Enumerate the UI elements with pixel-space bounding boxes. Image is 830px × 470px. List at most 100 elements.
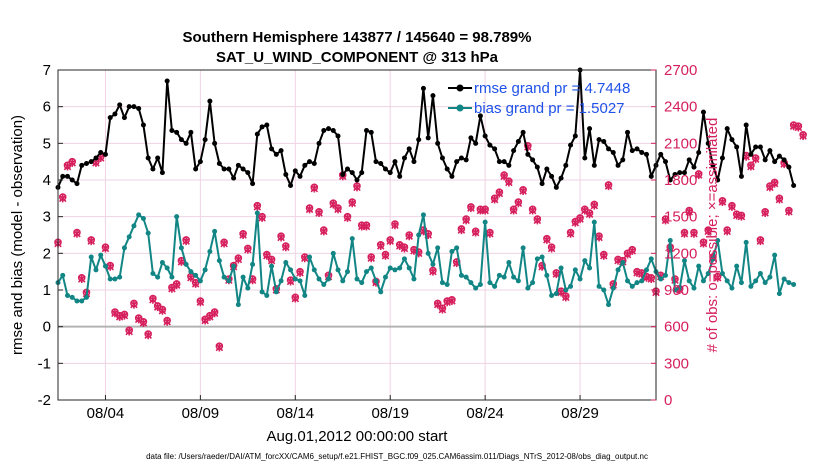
- bias-point: [335, 267, 341, 273]
- rmse-point: [226, 166, 232, 172]
- obs-assimilated-point: [585, 210, 594, 219]
- bias-point: [155, 274, 161, 280]
- rmse-point: [235, 162, 241, 168]
- bias-point: [681, 258, 687, 264]
- chart-title-line1: Southern Hemisphere 143877 / 145640 = 98…: [183, 29, 532, 46]
- bias-point: [150, 271, 156, 276]
- rmse-point: [458, 155, 464, 161]
- bias-point: [601, 287, 607, 293]
- bias-point: [107, 276, 113, 282]
- rmse-point: [625, 129, 631, 135]
- bias-point: [145, 230, 151, 236]
- bias-point: [629, 283, 635, 289]
- rmse-point: [273, 151, 279, 157]
- bias-point: [625, 278, 631, 284]
- rmse-point: [539, 181, 545, 187]
- obs-assimilated-point: [756, 237, 765, 246]
- obs-assimilated-point: [215, 343, 224, 352]
- obs-assimilated-point: [315, 209, 323, 217]
- bias-point: [269, 263, 275, 269]
- obs-assimilated-point: [661, 216, 670, 225]
- obs-assimilated-point: [723, 227, 731, 236]
- obs-assimilated-point: [258, 213, 266, 222]
- rmse-point: [259, 124, 265, 130]
- rmse-point: [430, 93, 436, 99]
- bias-point: [273, 289, 279, 295]
- legend-rmse-marker: [456, 84, 464, 92]
- rmse-point: [501, 159, 507, 165]
- obs-assimilated-point: [286, 277, 295, 286]
- rmse-point: [126, 104, 132, 110]
- rmse-point: [193, 166, 199, 172]
- bias-point: [126, 234, 132, 240]
- rmse-point: [634, 146, 640, 152]
- bias-point: [283, 260, 289, 265]
- rmse-point: [468, 135, 474, 141]
- obs-assimilated-point: [334, 205, 342, 214]
- bias-point: [515, 278, 521, 284]
- bias-point: [259, 289, 265, 295]
- rmse-point: [359, 170, 365, 176]
- bias-point: [506, 260, 512, 265]
- bias-series: [55, 210, 797, 308]
- rmse-point: [568, 142, 574, 148]
- rmse-point: [667, 177, 673, 183]
- rmse-point: [69, 177, 75, 183]
- data-file-footnote: data file: /Users/raeder/DAI/ATM_forcXX/…: [146, 452, 648, 461]
- x-tick-label: 08/24: [466, 405, 504, 422]
- bias-point: [449, 249, 455, 254]
- bias-point: [416, 232, 422, 238]
- rmse-point: [335, 133, 341, 139]
- obs-assimilated-point: [751, 155, 760, 164]
- obs-assimilated-point: [101, 244, 110, 253]
- rmse-series: [55, 67, 797, 190]
- obs-assimilated-point: [509, 206, 518, 215]
- obs-assimilated-series: [54, 122, 807, 352]
- rmse-point: [392, 159, 398, 165]
- rmse-point: [164, 78, 170, 84]
- obs-assimilated-point: [467, 204, 475, 213]
- bias-point: [397, 265, 403, 271]
- bias-point: [738, 280, 744, 286]
- bias-point: [753, 278, 759, 284]
- rmse-point: [506, 162, 512, 168]
- rmse-point: [178, 137, 184, 143]
- rmse-point: [572, 133, 578, 139]
- x-axis-ticks: 08/04 08/09 08/14 08/19 08/24 08/29: [87, 395, 599, 422]
- obs-assimilated-point: [305, 205, 314, 214]
- bias-point: [169, 274, 175, 280]
- rmse-point: [107, 115, 113, 121]
- bias-point: [183, 261, 189, 267]
- rmse-point: [197, 159, 203, 165]
- chart-title-line2: SAT_U_WIND_COMPONENT @ 313 hPa: [216, 49, 499, 66]
- bias-point: [776, 291, 782, 297]
- obs-assimilated-point: [737, 212, 746, 221]
- rmse-point: [245, 170, 251, 176]
- bias-point: [297, 278, 303, 284]
- bias-point: [288, 267, 294, 273]
- rmse-point: [416, 137, 422, 143]
- rmse-point: [368, 129, 374, 135]
- y-right-tick-label: 1200: [664, 245, 697, 262]
- rmse-point: [439, 155, 445, 161]
- obs-assimilated-point: [761, 209, 769, 217]
- rmse-point: [435, 140, 441, 146]
- bias-point: [743, 239, 749, 245]
- bias-point: [178, 245, 184, 251]
- rmse-point: [150, 166, 156, 172]
- y-axis-right-label: # of obs: o=possible; ×=assimilated: [704, 118, 721, 353]
- rmse-point: [136, 106, 142, 111]
- rmse-point: [425, 135, 431, 141]
- bias-point: [64, 293, 70, 298]
- obs-assimilated-point: [362, 222, 371, 231]
- obs-assimilated-point: [694, 171, 703, 180]
- bias-point: [382, 274, 388, 280]
- obs-assimilated-point: [139, 319, 148, 327]
- bias-point: [326, 276, 332, 282]
- y-left-tick-label: 0: [43, 319, 51, 336]
- obs-assimilated-point: [58, 194, 67, 203]
- bias-point: [69, 294, 75, 300]
- bias-point: [401, 256, 407, 262]
- rmse-point: [93, 155, 99, 161]
- bias-point: [74, 298, 80, 304]
